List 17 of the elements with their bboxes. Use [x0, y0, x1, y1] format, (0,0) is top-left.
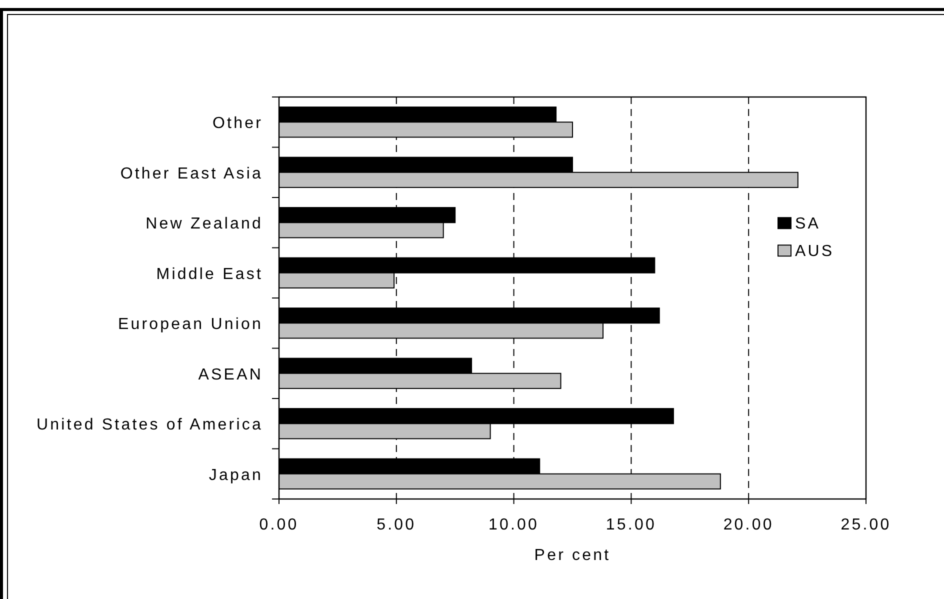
x-axis-title: Per cent — [534, 547, 611, 564]
y-tick-label: New Zealand — [146, 216, 263, 233]
x-tick-label: 20.00 — [723, 516, 774, 534]
y-tick-label: European Union — [118, 316, 263, 334]
y-tick-label: United States of America — [36, 416, 263, 434]
x-tick-label: 25.00 — [840, 516, 892, 534]
y-tick-label: Other East Asia — [120, 165, 263, 182]
x-tick-label: 10.00 — [488, 516, 540, 534]
y-tick-label: ASEAN — [198, 366, 263, 384]
legend-label: SA — [795, 216, 821, 233]
x-tick-label: 15.00 — [606, 516, 656, 534]
y-tick-label: Middle East — [156, 266, 263, 283]
x-tick-label: 0.00 — [259, 516, 299, 534]
legend-label: AUS — [795, 243, 834, 260]
y-tick-label: Other — [212, 115, 263, 132]
x-tick-label: 5.00 — [376, 516, 416, 534]
y-tick-label: Japan — [208, 466, 263, 484]
